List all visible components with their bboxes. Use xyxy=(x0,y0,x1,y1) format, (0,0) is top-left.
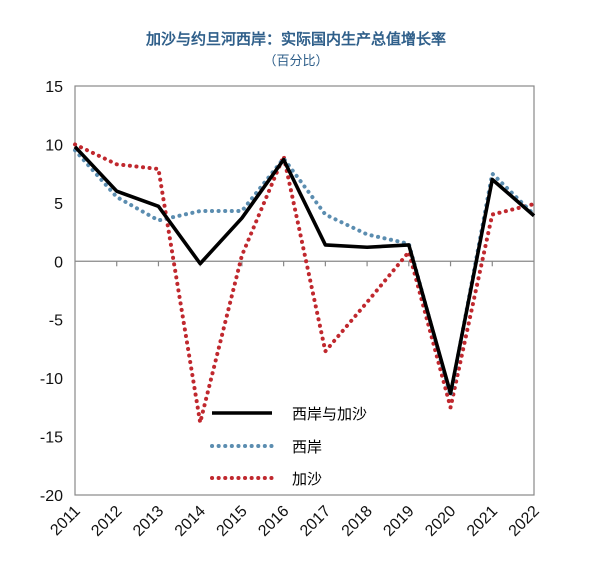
legend-label-1: 西岸 xyxy=(292,438,322,456)
series-line-0 xyxy=(73,145,536,396)
series-line-2 xyxy=(73,142,536,425)
y-tick-label: -15 xyxy=(40,430,63,447)
y-tick-label: -10 xyxy=(40,371,63,388)
x-tick-label: 2021 xyxy=(464,503,501,540)
x-tick-label: 2016 xyxy=(255,503,292,540)
y-tick-label: 0 xyxy=(54,254,63,271)
chart-title: 加沙与约旦河西岸：实际国内生产总值增长率 xyxy=(145,30,446,48)
y-tick-label: 10 xyxy=(45,137,63,154)
y-tick-label: -20 xyxy=(40,488,63,505)
legend-label-0: 西岸与加沙 xyxy=(292,405,367,423)
x-tick-label: 2013 xyxy=(130,503,167,540)
x-tick-label: 2015 xyxy=(214,503,251,540)
x-tick-label: 2014 xyxy=(172,503,209,540)
x-tick-label: 2019 xyxy=(380,503,417,540)
x-tick-label: 2017 xyxy=(297,503,334,540)
x-tick-label: 2020 xyxy=(422,503,459,540)
y-tick-label: 5 xyxy=(54,196,63,213)
series-line-1 xyxy=(73,148,536,398)
y-tick-label: -5 xyxy=(49,313,63,330)
plot-area xyxy=(74,85,535,496)
chart-subtitle: （百分比） xyxy=(263,54,329,69)
x-tick-label: 2012 xyxy=(88,503,125,540)
legend-label-2: 加沙 xyxy=(292,470,322,488)
x-tick-label: 2018 xyxy=(339,503,376,540)
y-tick-label: 15 xyxy=(45,79,63,96)
x-tick-label: 2011 xyxy=(47,503,83,539)
x-tick-label: 2022 xyxy=(506,503,543,540)
